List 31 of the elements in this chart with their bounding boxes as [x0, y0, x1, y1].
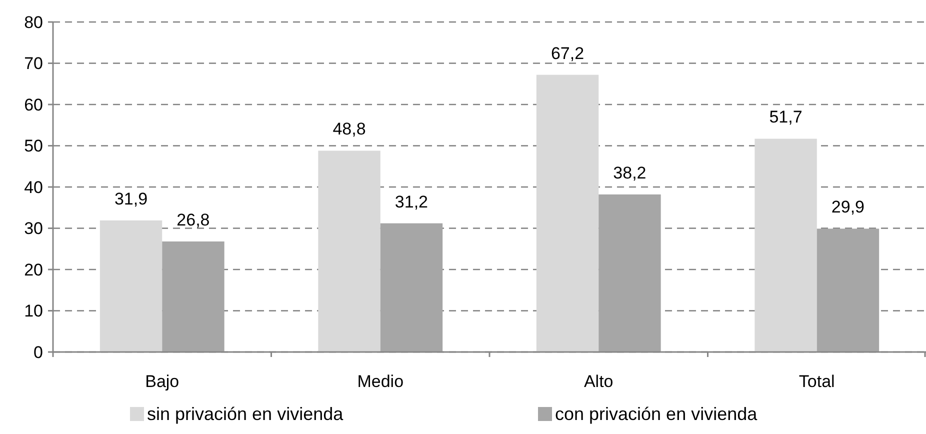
legend-label: sin privación en vivienda [147, 404, 344, 424]
x-tick-label: Alto [584, 372, 614, 391]
bar [380, 223, 443, 352]
bar [318, 150, 380, 352]
y-tick-label: 70 [24, 54, 43, 74]
y-tick-label: 10 [24, 302, 43, 321]
data-label: 51,7 [769, 108, 802, 127]
y-tick-label: 30 [24, 219, 43, 238]
bar [536, 74, 599, 352]
bar [162, 241, 224, 352]
data-label: 48,8 [332, 120, 366, 139]
y-tick-label: 60 [24, 95, 43, 114]
bar [754, 138, 817, 352]
x-tick-label: Bajo [145, 372, 180, 391]
bar [100, 220, 162, 352]
x-tick-label: Medio [357, 372, 404, 391]
data-label: 29,9 [831, 198, 865, 217]
y-tick-label: 50 [24, 136, 43, 156]
y-tick-label: 80 [24, 12, 43, 32]
data-label: 67,2 [550, 44, 584, 63]
data-label: 38,2 [613, 163, 646, 182]
legend-label: con privación en vivienda [555, 404, 758, 424]
bar [598, 194, 661, 352]
x-tick-label: Total [798, 372, 835, 391]
data-label: 31,9 [114, 189, 148, 208]
bar [816, 228, 880, 352]
data-label: 26,8 [176, 210, 210, 230]
y-tick-label: 40 [24, 178, 43, 197]
y-tick-label: 20 [24, 260, 43, 280]
data-label: 31,2 [394, 192, 428, 212]
y-tick-label: 0 [34, 342, 43, 362]
